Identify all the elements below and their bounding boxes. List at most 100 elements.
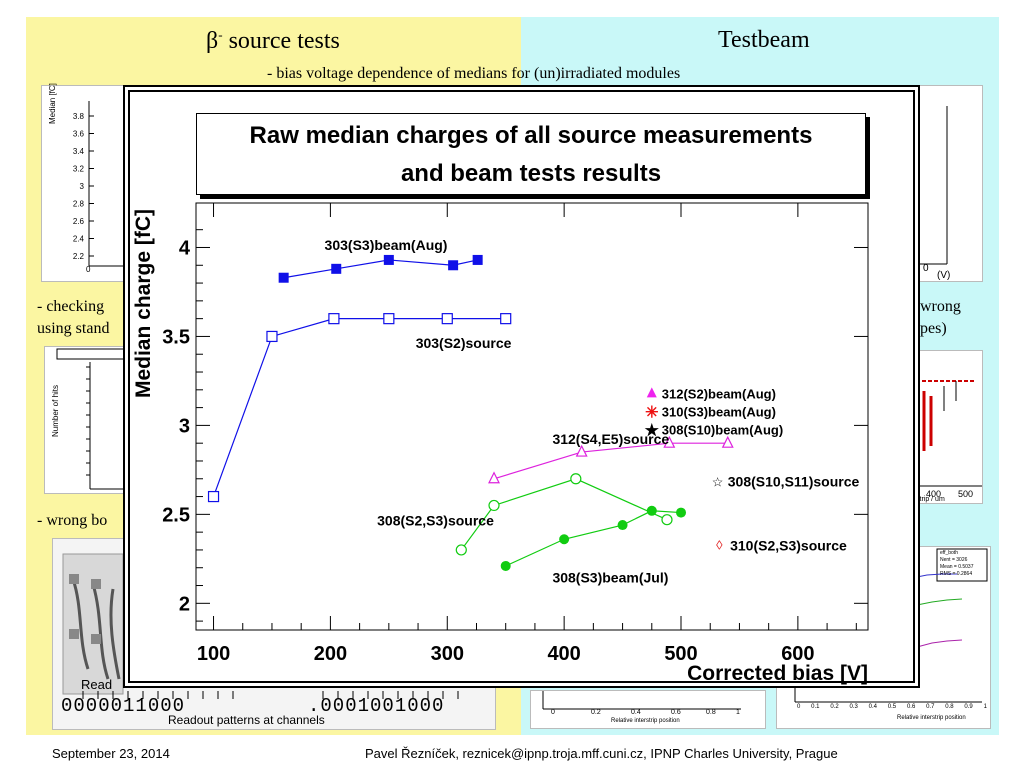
legend-entry: 312(S2)beam(Aug) bbox=[662, 386, 776, 401]
thumb-median-tick: 3.4 bbox=[73, 147, 85, 156]
readout-bits-left: 0000011000 bbox=[61, 695, 186, 717]
data-point bbox=[721, 435, 734, 448]
thumb-rel-tick-2-1: 0.1 bbox=[811, 704, 820, 710]
data-point bbox=[448, 260, 459, 271]
chart-title-line-2: and beam tests results bbox=[400, 160, 662, 187]
data-point bbox=[328, 313, 340, 325]
thumb-median-tick: 2.6 bbox=[73, 217, 85, 226]
thumb-rel-tick-2-5: 0.5 bbox=[887, 704, 897, 710]
thumb-median-label: Median [fC] bbox=[48, 83, 57, 124]
thumb-strip-plot: 400 500 strip / um bbox=[915, 350, 983, 504]
data-point bbox=[331, 263, 342, 274]
thumb-rel-tick-2-6: 0.6 bbox=[906, 704, 916, 710]
left-note-3: - wrong bo bbox=[37, 512, 108, 529]
series-annotation: 303(S3)beam(Aug) bbox=[325, 237, 448, 253]
data-point bbox=[646, 505, 657, 516]
x-axis-label: Corrected bias [V] bbox=[687, 662, 868, 685]
thumb-stats-name: eff_both bbox=[940, 550, 958, 556]
readout-caption: Readout patterns at channels bbox=[168, 713, 325, 727]
thumb-number-label: Number of hits bbox=[51, 384, 60, 437]
x-tick-label: 300 bbox=[431, 643, 464, 665]
y-tick-label: 3 bbox=[179, 415, 190, 437]
data-point bbox=[663, 435, 676, 448]
diamond-icon: ◊ bbox=[716, 538, 723, 553]
data-point bbox=[472, 254, 483, 265]
data-point bbox=[488, 471, 500, 484]
thumb-rel-tick-1f: 1 bbox=[736, 709, 740, 716]
thumb-right-plot: 0 (V) bbox=[918, 85, 983, 282]
left-note-2: using stand bbox=[37, 320, 110, 337]
thumb-rel-label-2: Relative interstrip position bbox=[897, 715, 966, 721]
x-tick-label: 400 bbox=[547, 643, 580, 665]
series-line-1 bbox=[212, 318, 506, 497]
thumb-rel-tick-2-4: 0.4 bbox=[868, 704, 877, 710]
data-point bbox=[559, 534, 570, 545]
y-axis-label: Median charge [fC] bbox=[132, 209, 155, 398]
legend-marker bbox=[646, 387, 657, 398]
left-panel-title: β- source tests bbox=[206, 27, 340, 54]
thumb-median-plot-graphic: 3.8 3.6 3.4 3.2 3 2.8 2.6 2.4 2.2 bbox=[73, 101, 127, 267]
series-annotation: 310(S2,S3)source bbox=[730, 538, 847, 554]
thumb-zero-label: 0 bbox=[86, 265, 91, 274]
legend-marker: ★ bbox=[645, 422, 660, 439]
star-open-icon: ☆ bbox=[712, 475, 724, 490]
series-line-4 bbox=[505, 510, 682, 567]
right-note-1: wrong bbox=[920, 298, 961, 315]
x-tick-label: 100 bbox=[197, 643, 230, 665]
thumb-median-tick: 3.8 bbox=[73, 112, 85, 121]
data-point bbox=[441, 313, 453, 325]
data-point bbox=[676, 507, 687, 518]
x-tick-label: 200 bbox=[314, 643, 347, 665]
thumb-rel-tick-2-10: 1 bbox=[983, 704, 987, 710]
y-tick-label: 4 bbox=[179, 237, 191, 259]
x-tick-label: 600 bbox=[781, 643, 814, 665]
series-annotation: 303(S2)source bbox=[416, 335, 512, 351]
thumb-rel-tick-2-3: 0.3 bbox=[849, 704, 858, 710]
thumb-rel-label-1: Relative interstrip position bbox=[611, 718, 680, 724]
chart-title-line-1: Raw median charges of all source measure… bbox=[249, 122, 813, 149]
right-note-2: pes) bbox=[920, 320, 947, 337]
series-annotation: 308(S10,S11)source bbox=[728, 474, 860, 490]
thumb-strip-label: strip / um bbox=[916, 496, 945, 503]
thumb-strip-tick-2: 500 bbox=[958, 489, 974, 499]
x-tick-label: 500 bbox=[664, 643, 697, 665]
thumb-rel-tick-2-8: 0.8 bbox=[945, 704, 954, 710]
legend-entry: 310(S3)beam(Aug) bbox=[662, 404, 776, 419]
data-point bbox=[278, 272, 289, 283]
y-tick-label: 2 bbox=[179, 593, 190, 615]
thumb-rel-tick-1c: 0.4 bbox=[631, 709, 641, 716]
legend-marker: ✳ bbox=[645, 404, 658, 421]
data-point bbox=[617, 520, 628, 531]
data-point bbox=[207, 490, 220, 503]
series-line-2 bbox=[493, 442, 728, 480]
thumb-stats-rms: RMS = 0.2864 bbox=[940, 571, 973, 577]
thumb-rel-tick-1b: 0.2 bbox=[591, 709, 601, 716]
data-point bbox=[570, 473, 582, 485]
data-point bbox=[383, 254, 394, 265]
thumb-median-tick: 3.2 bbox=[73, 165, 85, 174]
thumb-v-label: (V) bbox=[937, 270, 951, 281]
series-annotation: 308(S2,S3)source bbox=[377, 513, 494, 529]
thumb-rel-tick-1a: 0 bbox=[551, 709, 555, 716]
thumb-rel-tick-2-7: 0.7 bbox=[926, 704, 935, 710]
data-point bbox=[488, 499, 500, 512]
readout-pattern-graphic bbox=[62, 553, 459, 699]
thumb-median-tick: 3.6 bbox=[73, 130, 85, 139]
thumb-rel-tick-1d: 0.6 bbox=[671, 709, 681, 716]
data-point bbox=[266, 330, 278, 343]
left-note-1: - checking bbox=[37, 298, 105, 315]
readout-label: Read bbox=[81, 677, 113, 692]
data-point bbox=[500, 560, 511, 571]
thumb-rel-ticks-2: 0 0.1 0.2 0.3 0.4 0.5 0.6 0.7 0.8 0.9 1 bbox=[797, 704, 987, 710]
thumb-hits-histogram: Number of hits bbox=[44, 346, 131, 494]
footer-author: Pavel Řezníček, reznicek@ipnp.troja.mff.… bbox=[365, 746, 838, 761]
y-tick-label: 3.5 bbox=[162, 326, 190, 348]
thumb-median-tick: 2.2 bbox=[73, 252, 85, 261]
readout-bits-right: .0001001000 bbox=[308, 695, 445, 717]
thumb-zero-label-right: 0 bbox=[923, 263, 929, 274]
data-point bbox=[661, 514, 673, 526]
thumb-strip-plot-graphic bbox=[916, 380, 982, 487]
data-point bbox=[575, 444, 588, 457]
y-tick-label: 2.5 bbox=[162, 504, 190, 526]
thumb-right-plot-graphic bbox=[919, 106, 948, 265]
